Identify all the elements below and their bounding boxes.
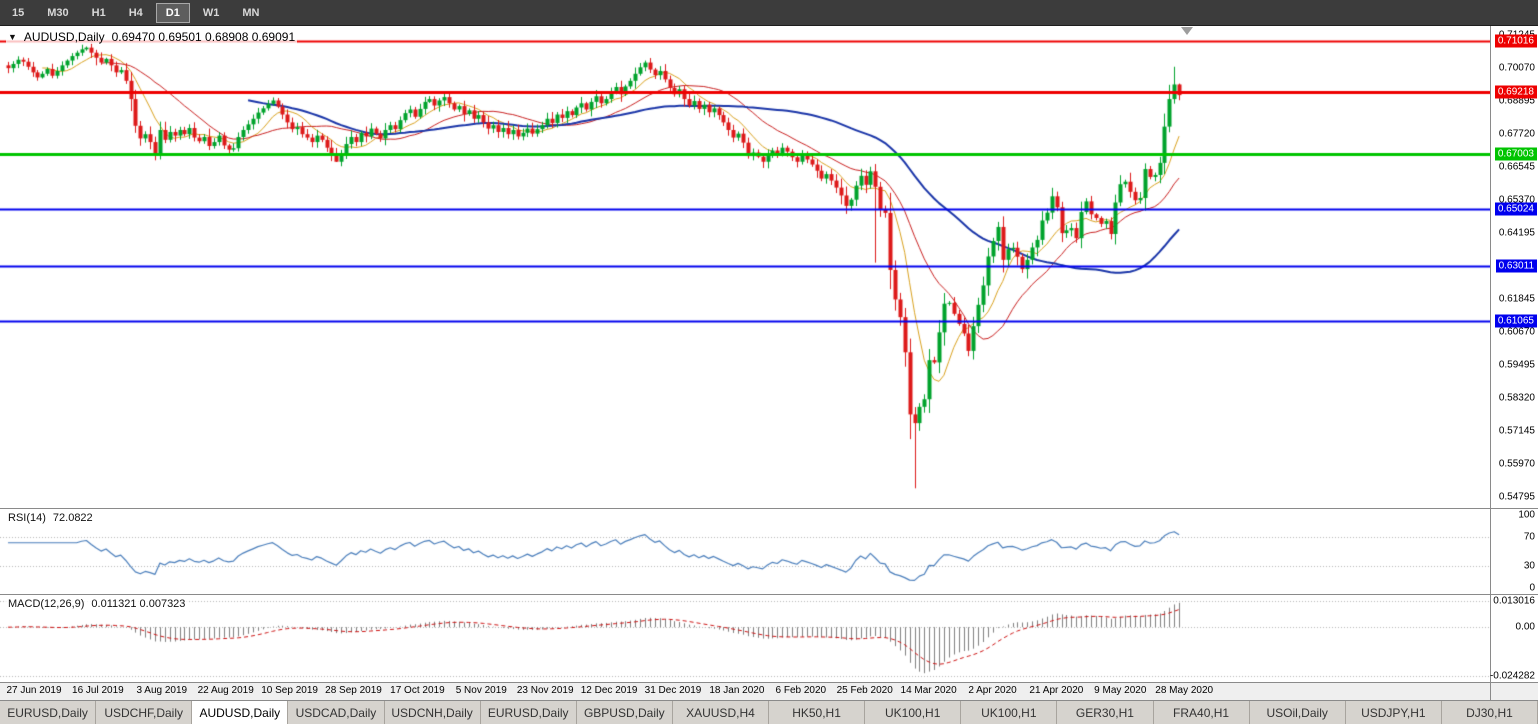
- macd-tick-label: 0.00: [1515, 621, 1535, 633]
- macd-label: MACD(12,26,9): [8, 598, 85, 610]
- price-level-badge: 0.67003: [1494, 147, 1537, 161]
- timeframe-button-w1[interactable]: W1: [202, 6, 220, 19]
- rsi-tick-label: 30: [1523, 560, 1535, 572]
- price-pane: ▼ AUDUSD,Daily 0.69470 0.69501 0.68908 0…: [0, 26, 1538, 508]
- price-tick-label: 0.67720: [1498, 128, 1535, 140]
- price-tick-label: 0.66545: [1498, 161, 1535, 173]
- rsi-plot: RSI(14) 72.0822: [0, 509, 1490, 594]
- chart-tab-usdcnh-daily[interactable]: USDCNH,Daily: [384, 701, 481, 724]
- chart-tab-xauusd-h4[interactable]: XAUUSD,H4: [672, 701, 769, 724]
- price-tick-label: 0.58320: [1498, 392, 1535, 404]
- macd-axis[interactable]: 0.013016 0.00 -0.024282: [1490, 595, 1538, 682]
- price-tick-label: 0.65370: [1498, 194, 1535, 206]
- timeframe-button-d1[interactable]: D1: [155, 2, 190, 23]
- price-level-badge: 0.65024: [1494, 202, 1537, 216]
- price-tick-label: 0.54795: [1498, 491, 1535, 503]
- date-tick-label: 18 Jan 2020: [709, 685, 765, 696]
- rsi-axis[interactable]: 100 70 30 0: [1490, 509, 1538, 594]
- chart-tab-uk100-h1[interactable]: UK100,H1: [961, 701, 1058, 724]
- chart-tab-hk50-h1[interactable]: HK50,H1: [769, 701, 866, 724]
- rsi-value: 72.0822: [52, 512, 93, 524]
- chart-tab-uk100-h1[interactable]: UK100,H1: [865, 701, 962, 724]
- date-axis[interactable]: 27 Jun 2019 16 Jul 2019 3 Aug 2019 22 Aug 2…: [0, 682, 1490, 700]
- price-axis[interactable]: 0.712450.700700.688950.677200.665450.653…: [1490, 26, 1538, 508]
- price-tick-label: 0.55970: [1498, 458, 1535, 470]
- date-tick-label: 10 Sep 2019: [261, 685, 318, 696]
- chart-tab-gbpusd-daily[interactable]: GBPUSD,Daily: [576, 701, 673, 724]
- chart-tab-ger30-h1[interactable]: GER30,H1: [1057, 701, 1154, 724]
- chart-tab-usdjpy-h1[interactable]: USDJPY,H1: [1345, 701, 1442, 724]
- date-tick-label: 17 Oct 2019: [390, 685, 445, 696]
- date-tick-label: 9 May 2020: [1094, 685, 1147, 696]
- timeframe-button-mn[interactable]: MN: [242, 6, 260, 19]
- date-tick-label: 14 Mar 2020: [900, 685, 957, 696]
- date-tick-label: 21 Apr 2020: [1029, 685, 1084, 696]
- chart-tab-audusd-daily[interactable]: AUDUSD,Daily: [192, 701, 289, 724]
- chart-tab-dj30-h1[interactable]: DJ30,H1: [1441, 701, 1538, 724]
- date-tick-label: 28 May 2020: [1155, 685, 1214, 696]
- chart-tab-usoil-daily[interactable]: USOil,Daily: [1249, 701, 1346, 724]
- price-tick-label: 0.61845: [1498, 293, 1535, 305]
- date-tick-label: 25 Feb 2020: [836, 685, 893, 696]
- date-tick-label: 27 Jun 2019: [6, 685, 62, 696]
- date-tick-label: 2 Apr 2020: [968, 685, 1017, 696]
- price-level-badge: 0.61065: [1494, 314, 1537, 328]
- timeframe-button-h1[interactable]: H1: [91, 6, 106, 19]
- rsi-title: RSI(14) 72.0822: [6, 512, 95, 524]
- price-chart-canvas[interactable]: [0, 26, 1490, 508]
- rsi-tick-label: 100: [1518, 509, 1535, 521]
- rsi-tick-label: 0: [1529, 582, 1535, 594]
- timeframe-button-h4[interactable]: H4: [128, 6, 143, 19]
- macd-plot: MACD(12,26,9) 0.011321 0.007323: [0, 595, 1490, 682]
- price-tick-label: 0.68895: [1498, 95, 1535, 107]
- price-level-badge: 0.71016: [1494, 34, 1537, 48]
- price-plot: ▼ AUDUSD,Daily 0.69470 0.69501 0.68908 0…: [0, 26, 1490, 508]
- macd-title: MACD(12,26,9) 0.011321 0.007323: [6, 598, 188, 610]
- chart-tab-usdchf-daily[interactable]: USDCHF,Daily: [96, 701, 193, 724]
- date-axis-corner: [1490, 682, 1538, 700]
- chart-ohlc-values: 0.69470 0.69501 0.68908 0.69091: [111, 30, 296, 44]
- macd-values: 0.011321 0.007323: [91, 598, 186, 610]
- chart-title: ▼ AUDUSD,Daily 0.69470 0.69501 0.68908 0…: [6, 30, 298, 44]
- rsi-tick-label: 70: [1523, 531, 1535, 543]
- macd-canvas[interactable]: [0, 595, 1490, 682]
- date-tick-label: 3 Aug 2019: [136, 685, 188, 696]
- price-level-badge: 0.69218: [1494, 85, 1537, 99]
- chart-tab-usdcad-daily[interactable]: USDCAD,Daily: [288, 701, 385, 724]
- macd-tick-label: 0.013016: [1493, 595, 1535, 607]
- price-tick-label: 0.64195: [1498, 227, 1535, 239]
- symbol-marker-icon: ▼: [8, 32, 17, 42]
- chart-tab-fra40-h1[interactable]: FRA40,H1: [1153, 701, 1250, 724]
- macd-pane: MACD(12,26,9) 0.011321 0.007323 0.013016…: [0, 594, 1538, 682]
- timeframe-toolbar: 15 M30 H1 H4 D1 W1 MN: [0, 0, 1538, 26]
- chart-tab-eurusd-daily[interactable]: EURUSD,Daily: [0, 701, 97, 724]
- date-tick-label: 28 Sep 2019: [325, 685, 382, 696]
- macd-tick-label: -0.024282: [1489, 670, 1535, 682]
- price-level-badge: 0.63011: [1495, 259, 1537, 273]
- chart-symbol-label: AUDUSD,Daily: [23, 30, 105, 44]
- date-tick-label: 22 Aug 2019: [197, 685, 254, 696]
- rsi-label: RSI(14): [8, 512, 46, 524]
- price-tick-label: 0.70070: [1498, 62, 1535, 74]
- chart-tab-eurusd-daily[interactable]: EURUSD,Daily: [480, 701, 577, 724]
- timeframe-button-m30[interactable]: M30: [47, 6, 69, 19]
- price-tick-label: 0.60670: [1498, 326, 1535, 338]
- date-tick-label: 12 Dec 2019: [580, 685, 638, 696]
- date-tick-label: 31 Dec 2019: [644, 685, 702, 696]
- rsi-pane: RSI(14) 72.0822 100 70 30 0: [0, 508, 1538, 594]
- date-tick-label: 5 Nov 2019: [455, 685, 507, 696]
- date-tick-label: 23 Nov 2019: [516, 685, 574, 696]
- price-tick-label: 0.57145: [1498, 425, 1535, 437]
- date-tick-label: 6 Feb 2020: [775, 685, 827, 696]
- timeframe-button-15[interactable]: 15: [12, 6, 25, 19]
- price-tick-label: 0.59495: [1498, 359, 1535, 371]
- chart-shift-marker-icon: [1181, 27, 1193, 35]
- chart-tabbar: EURUSD,Daily USDCHF,Daily AUDUSD,Daily USDC…: [0, 700, 1538, 724]
- date-tick-label: 16 Jul 2019: [72, 685, 124, 696]
- rsi-canvas[interactable]: [0, 509, 1490, 594]
